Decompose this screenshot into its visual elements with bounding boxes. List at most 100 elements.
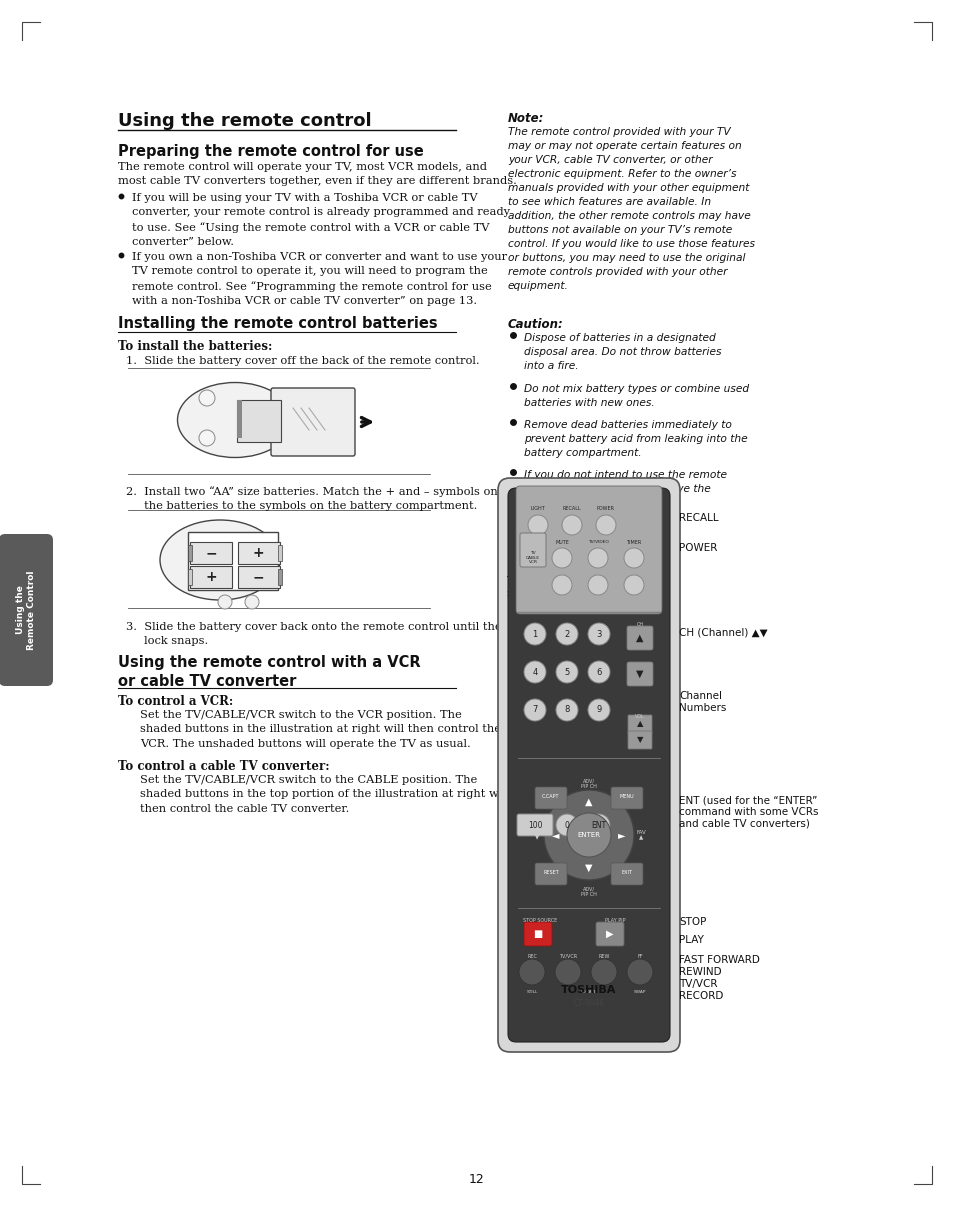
Text: Channel
Numbers: Channel Numbers bbox=[679, 691, 725, 713]
Text: TV
CABLE
VCR: TV CABLE VCR bbox=[525, 551, 539, 564]
FancyBboxPatch shape bbox=[188, 532, 277, 590]
Circle shape bbox=[527, 515, 547, 535]
Circle shape bbox=[561, 515, 581, 535]
Circle shape bbox=[587, 548, 607, 568]
Text: CT-9946: CT-9946 bbox=[573, 1000, 604, 1008]
FancyBboxPatch shape bbox=[627, 715, 651, 733]
FancyBboxPatch shape bbox=[188, 569, 192, 585]
Circle shape bbox=[623, 575, 643, 595]
Text: −: − bbox=[252, 570, 264, 584]
Text: Using the
Remote Control: Using the Remote Control bbox=[15, 570, 36, 650]
Text: Using the remote control: Using the remote control bbox=[118, 112, 372, 130]
Text: POWER: POWER bbox=[679, 543, 717, 554]
Text: SWAP: SWAP bbox=[633, 990, 645, 994]
Text: MENU: MENU bbox=[619, 795, 634, 800]
FancyBboxPatch shape bbox=[237, 566, 280, 589]
Text: 5: 5 bbox=[564, 667, 569, 677]
Text: LOCATE: LOCATE bbox=[580, 990, 597, 994]
Text: If you do not intend to use the remote
control for a long time, remove the
batte: If you do not intend to use the remote c… bbox=[523, 470, 726, 508]
Text: To install the batteries:: To install the batteries: bbox=[118, 340, 273, 353]
Circle shape bbox=[543, 790, 634, 880]
Circle shape bbox=[626, 959, 652, 985]
Text: ◄: ◄ bbox=[552, 830, 559, 841]
Text: ▲: ▲ bbox=[636, 633, 643, 643]
FancyBboxPatch shape bbox=[535, 863, 566, 885]
Text: ENT (used for the “ENTER”
command with some VCRs
and cable TV converters): ENT (used for the “ENTER” command with s… bbox=[679, 796, 818, 829]
Circle shape bbox=[556, 699, 578, 721]
Circle shape bbox=[552, 548, 572, 568]
Text: Using the remote control with a VCR
or cable TV converter: Using the remote control with a VCR or c… bbox=[118, 655, 420, 689]
Circle shape bbox=[552, 575, 572, 595]
Text: ENT: ENT bbox=[591, 820, 606, 830]
Text: ▼: ▼ bbox=[636, 669, 643, 679]
Text: ▲: ▲ bbox=[636, 720, 642, 728]
FancyBboxPatch shape bbox=[236, 400, 242, 438]
Text: +: + bbox=[252, 546, 264, 560]
Text: STOP: STOP bbox=[679, 917, 705, 927]
Circle shape bbox=[518, 959, 544, 985]
FancyBboxPatch shape bbox=[0, 534, 53, 686]
Text: Installing the remote control batteries: Installing the remote control batteries bbox=[118, 316, 437, 330]
Text: To control a VCR:: To control a VCR: bbox=[118, 695, 233, 708]
Text: REW: REW bbox=[598, 954, 609, 959]
FancyBboxPatch shape bbox=[497, 478, 679, 1052]
Text: C.CAPT: C.CAPT bbox=[541, 795, 559, 800]
Text: EXIT: EXIT bbox=[620, 871, 632, 876]
Text: Set the TV/CABLE/VCR switch to the CABLE position. The
shaded buttons in the top: Set the TV/CABLE/VCR switch to the CABLE… bbox=[140, 775, 509, 814]
FancyBboxPatch shape bbox=[517, 814, 553, 836]
FancyBboxPatch shape bbox=[277, 569, 282, 585]
Text: TV/VIDEO: TV/VIDEO bbox=[587, 540, 608, 544]
Text: RESET: RESET bbox=[542, 871, 558, 876]
Circle shape bbox=[623, 548, 643, 568]
Circle shape bbox=[590, 959, 617, 985]
FancyBboxPatch shape bbox=[236, 400, 281, 443]
Circle shape bbox=[556, 661, 578, 683]
Text: LIGHT: LIGHT bbox=[530, 505, 545, 510]
Text: 1: 1 bbox=[532, 630, 537, 638]
FancyBboxPatch shape bbox=[188, 545, 192, 561]
Text: 8: 8 bbox=[564, 706, 569, 714]
FancyBboxPatch shape bbox=[190, 566, 232, 589]
Ellipse shape bbox=[177, 382, 293, 457]
FancyBboxPatch shape bbox=[277, 545, 282, 561]
Text: CH: CH bbox=[636, 621, 643, 626]
Text: FAST FORWARD: FAST FORWARD bbox=[679, 955, 760, 965]
Circle shape bbox=[587, 661, 609, 683]
Text: STILL: STILL bbox=[526, 990, 537, 994]
FancyBboxPatch shape bbox=[507, 488, 669, 1042]
Text: ▼: ▼ bbox=[636, 736, 642, 744]
Text: Preparing the remote control for use: Preparing the remote control for use bbox=[118, 144, 423, 159]
FancyBboxPatch shape bbox=[516, 486, 661, 614]
Text: 100: 100 bbox=[527, 820, 541, 830]
FancyBboxPatch shape bbox=[626, 626, 652, 650]
Circle shape bbox=[566, 813, 610, 857]
Text: ►: ► bbox=[618, 830, 625, 841]
Circle shape bbox=[556, 814, 578, 836]
Circle shape bbox=[587, 624, 609, 645]
FancyBboxPatch shape bbox=[519, 533, 545, 567]
Text: If you will be using your TV with a Toshiba VCR or cable TV
converter, your remo: If you will be using your TV with a Tosh… bbox=[132, 193, 510, 247]
Circle shape bbox=[523, 699, 545, 721]
Text: RECALL: RECALL bbox=[562, 505, 580, 510]
FancyBboxPatch shape bbox=[610, 788, 642, 809]
Text: FAV
▼: FAV ▼ bbox=[532, 830, 541, 841]
Text: CH RTN: CH RTN bbox=[558, 715, 575, 719]
Circle shape bbox=[587, 699, 609, 721]
Text: +: + bbox=[205, 570, 216, 584]
Circle shape bbox=[587, 814, 609, 836]
Text: Remove dead batteries immediately to
prevent battery acid from leaking into the
: Remove dead batteries immediately to pre… bbox=[523, 420, 747, 457]
Circle shape bbox=[523, 624, 545, 645]
FancyBboxPatch shape bbox=[596, 923, 623, 946]
FancyBboxPatch shape bbox=[523, 923, 552, 946]
Text: TIMER: TIMER bbox=[626, 539, 641, 544]
Text: REWIND: REWIND bbox=[679, 967, 720, 977]
Text: 7: 7 bbox=[532, 706, 537, 714]
Circle shape bbox=[596, 515, 616, 535]
Text: To control a cable TV converter:: To control a cable TV converter: bbox=[118, 760, 330, 773]
Text: 12: 12 bbox=[469, 1173, 484, 1187]
Text: Do not mix battery types or combine used
batteries with new ones.: Do not mix battery types or combine used… bbox=[523, 384, 748, 408]
FancyBboxPatch shape bbox=[626, 662, 652, 686]
Text: 2: 2 bbox=[564, 630, 569, 638]
Text: RECALL: RECALL bbox=[679, 513, 718, 523]
Text: VOL: VOL bbox=[635, 714, 644, 720]
